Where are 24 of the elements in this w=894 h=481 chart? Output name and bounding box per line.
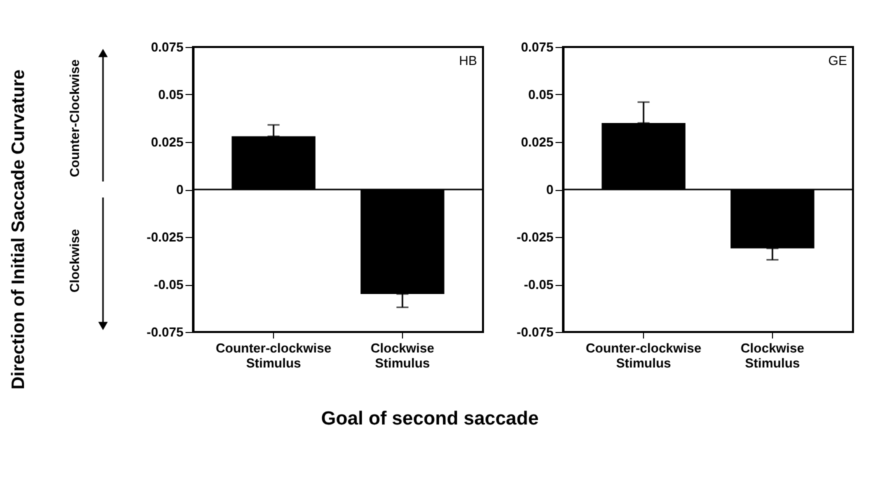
x-axis-title: Goal of second saccade xyxy=(321,408,539,430)
y-tick-label: 0.025 xyxy=(520,134,554,150)
x-tick-label: Clockwise Stimulus xyxy=(370,340,434,370)
text: Clockwise xyxy=(67,228,82,293)
text: Counter-Clockwise xyxy=(67,59,82,178)
y-axis-title: Direction of Initial Saccade Curvature xyxy=(8,69,28,390)
y-tick-label: 0.075 xyxy=(520,40,554,54)
y-tick-label: -0.025 xyxy=(146,230,184,244)
y-tick-label: -0.025 xyxy=(516,230,554,244)
x-tick-label: Clockwise Stimulus xyxy=(740,340,804,370)
x-tick-label: Counter-clockwise Stimulus xyxy=(586,340,702,370)
y-tick-label: 0 xyxy=(176,182,184,197)
y-tick-label: 0.05 xyxy=(528,87,554,102)
y-tick-label: -0.05 xyxy=(154,277,184,292)
x-tick-label: Counter-clockwise Stimulus xyxy=(216,340,332,370)
y-tick-label: -0.075 xyxy=(146,324,184,340)
y-tick-label: 0 xyxy=(546,182,554,197)
y-tick-label: 0.075 xyxy=(150,40,184,54)
y-tick-label: 0.05 xyxy=(158,87,184,102)
y-tick-label: -0.075 xyxy=(516,324,554,340)
annotation: GE xyxy=(828,53,848,68)
y-tick-label: -0.05 xyxy=(524,277,554,292)
y-tick-label: 0.025 xyxy=(150,134,184,150)
annotation: HB xyxy=(458,53,477,68)
